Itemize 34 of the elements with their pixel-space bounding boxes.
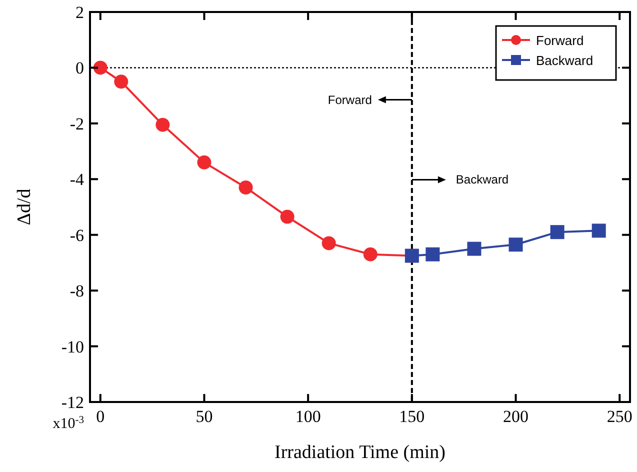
x-tick-label: 50 xyxy=(196,407,213,426)
x-tick-label: 150 xyxy=(399,407,425,426)
point xyxy=(322,236,336,250)
annotation: Backward xyxy=(456,172,509,187)
y-tick-label: 2 xyxy=(76,3,84,22)
point xyxy=(197,155,212,170)
point xyxy=(467,242,482,256)
x-axis-title: Irradiation Time (min) xyxy=(274,442,446,463)
y-axis-title: Δd/d xyxy=(14,188,35,226)
point xyxy=(363,247,378,262)
y-tick-label: -8 xyxy=(70,282,84,301)
text: x10$^{-3}$ xyxy=(52,414,84,432)
legend-label: Backward xyxy=(536,53,594,68)
point xyxy=(156,118,170,132)
point xyxy=(550,225,564,240)
point xyxy=(508,238,523,252)
x-tick-label: 0 xyxy=(96,407,105,426)
x-tick-label: 100 xyxy=(295,407,321,426)
y-tick-label: 0 xyxy=(76,58,84,78)
annotation: Forward xyxy=(328,92,372,107)
point xyxy=(426,247,440,262)
point xyxy=(280,210,294,224)
legend-label: Forward xyxy=(536,33,584,48)
x-tick-label: 250 xyxy=(606,407,632,426)
y-tick-label: -4 xyxy=(70,170,84,190)
y-tick-label: -12 xyxy=(61,393,84,412)
y-tick-label: -2 xyxy=(70,114,84,134)
point xyxy=(93,60,108,75)
x-tick-label: 200 xyxy=(503,407,529,426)
point xyxy=(592,224,606,238)
y-tick-label: -10 xyxy=(61,337,84,356)
point xyxy=(238,180,253,194)
y-tick-label: -6 xyxy=(70,226,84,245)
point xyxy=(114,74,128,89)
